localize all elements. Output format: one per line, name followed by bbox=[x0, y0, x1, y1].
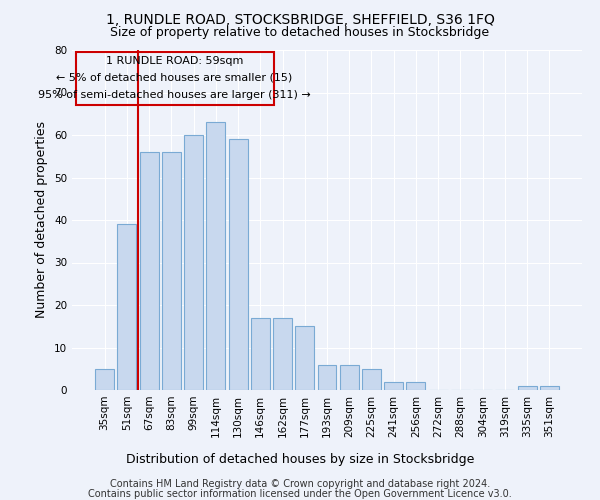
Bar bbox=[184, 135, 203, 390]
Y-axis label: Number of detached properties: Number of detached properties bbox=[35, 122, 49, 318]
Bar bbox=[273, 318, 292, 390]
Bar bbox=[140, 152, 158, 390]
Bar bbox=[384, 382, 403, 390]
Bar bbox=[229, 139, 248, 390]
Text: Contains HM Land Registry data © Crown copyright and database right 2024.: Contains HM Land Registry data © Crown c… bbox=[110, 479, 490, 489]
Bar bbox=[518, 386, 536, 390]
Text: 1, RUNDLE ROAD, STOCKSBRIDGE, SHEFFIELD, S36 1FQ: 1, RUNDLE ROAD, STOCKSBRIDGE, SHEFFIELD,… bbox=[106, 12, 494, 26]
Text: 95% of semi-detached houses are larger (311) →: 95% of semi-detached houses are larger (… bbox=[38, 90, 311, 100]
Text: Distribution of detached houses by size in Stocksbridge: Distribution of detached houses by size … bbox=[126, 452, 474, 466]
Text: ← 5% of detached houses are smaller (15): ← 5% of detached houses are smaller (15) bbox=[56, 72, 293, 83]
Text: Size of property relative to detached houses in Stocksbridge: Size of property relative to detached ho… bbox=[110, 26, 490, 39]
Bar bbox=[406, 382, 425, 390]
Bar bbox=[295, 326, 314, 390]
Bar bbox=[118, 224, 136, 390]
Bar bbox=[540, 386, 559, 390]
Bar bbox=[340, 364, 359, 390]
Bar bbox=[317, 364, 337, 390]
Text: 1 RUNDLE ROAD: 59sqm: 1 RUNDLE ROAD: 59sqm bbox=[106, 56, 243, 66]
Bar bbox=[206, 122, 225, 390]
Bar bbox=[362, 369, 381, 390]
Bar bbox=[162, 152, 181, 390]
Bar bbox=[95, 369, 114, 390]
Text: Contains public sector information licensed under the Open Government Licence v3: Contains public sector information licen… bbox=[88, 489, 512, 499]
Bar bbox=[251, 318, 270, 390]
